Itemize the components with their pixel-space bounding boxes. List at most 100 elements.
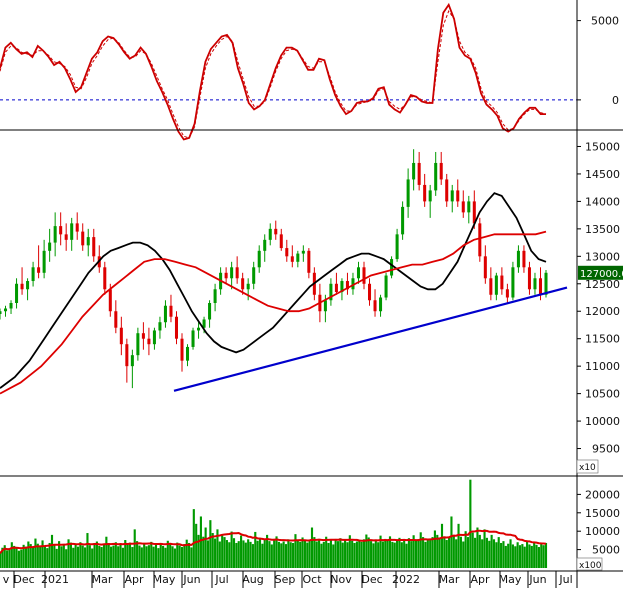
candle (384, 272, 388, 301)
volume-bar (117, 546, 120, 568)
candle-body (533, 278, 537, 290)
candle (395, 228, 399, 262)
candle-body (191, 330, 195, 347)
candle-body (423, 184, 427, 202)
volume-bar (247, 539, 250, 568)
volume-bar (518, 545, 522, 568)
candle (290, 245, 294, 268)
candle (103, 261, 107, 295)
candle-body (522, 250, 526, 268)
volume-bar (277, 541, 280, 568)
volume-bar (254, 531, 257, 568)
candle (494, 272, 498, 301)
candle (390, 256, 394, 279)
volume-bar (131, 547, 134, 568)
candle-body (64, 234, 68, 240)
volume-bar (206, 540, 210, 568)
x-tick-label-4: Apr (124, 573, 144, 586)
candle (230, 261, 234, 290)
x-tick-label-10: Oct (302, 573, 322, 586)
volume-bar (72, 547, 75, 568)
candle (42, 239, 46, 279)
candle (268, 223, 272, 246)
candle-body (103, 267, 107, 290)
candle (511, 261, 515, 301)
candle (263, 234, 267, 262)
volume-bar (445, 540, 448, 568)
candle (158, 316, 162, 339)
volume-bar (292, 542, 295, 568)
candle (301, 245, 305, 262)
candle-body (9, 303, 13, 309)
moving-average-long (0, 230, 547, 395)
volume-bar (289, 542, 292, 568)
volume-bar (6, 550, 9, 568)
candle (434, 151, 438, 196)
volume-bar (275, 536, 278, 568)
candle (401, 201, 405, 240)
volume-bar (95, 541, 98, 568)
x-tick-label-16: May (499, 573, 522, 586)
volume-bar (225, 540, 228, 568)
volume-bar (457, 523, 460, 568)
volume-bar (400, 542, 403, 568)
candle (141, 322, 145, 350)
volume-bar (533, 541, 536, 568)
volume-bar (216, 529, 219, 568)
candle-body (92, 237, 96, 257)
x-tick-label-18: Jul (558, 573, 572, 586)
volume-bar (315, 541, 318, 568)
price-tick-label-11: 9500 (592, 443, 620, 456)
candle-body (478, 223, 482, 257)
price-tick-label-8: 11000 (585, 360, 620, 373)
volume-bar (13, 545, 16, 568)
candle (367, 278, 372, 306)
volume-bar (263, 539, 266, 568)
volume-bar (176, 542, 179, 568)
volume-bar (22, 544, 25, 568)
volume-bar (348, 535, 351, 568)
candle-body (373, 300, 377, 312)
volume-bar (235, 542, 238, 568)
candle-body (323, 300, 327, 312)
candle (274, 220, 278, 240)
volume-bar (481, 539, 484, 568)
volume-bar (29, 544, 32, 568)
candle-body (274, 228, 278, 235)
candle-body (174, 316, 179, 339)
volume-bar (424, 541, 427, 568)
candle (428, 184, 432, 218)
candle-body (412, 162, 416, 180)
volume-bar (384, 538, 387, 568)
candle-body (224, 272, 228, 279)
candle-body (516, 250, 520, 268)
candle-body (285, 248, 289, 257)
candle (257, 245, 261, 273)
volume-bar (386, 540, 389, 568)
volume-bar (223, 537, 226, 568)
volume-bar (133, 529, 136, 568)
volume-bar (166, 540, 169, 568)
price-scale-note: x10 (579, 463, 596, 473)
volume-bar (511, 544, 514, 568)
volume-bar (105, 536, 108, 568)
volume-bar (1, 547, 4, 568)
volume-bar (48, 542, 51, 568)
volume-bar (53, 544, 56, 568)
volume-bar (91, 548, 94, 568)
candle-body (114, 311, 118, 328)
volume-bar (407, 538, 410, 568)
volume-bar (452, 534, 455, 568)
volume-bar (128, 542, 132, 568)
volume-bar (429, 540, 432, 568)
candle-body (356, 267, 361, 279)
volume-bar (358, 540, 361, 568)
candle (26, 278, 30, 301)
candle-body (15, 283, 19, 303)
candle (213, 283, 217, 312)
volume-bar (507, 543, 510, 568)
volume-bar (396, 539, 399, 568)
candle-body (307, 250, 311, 273)
volume-bar (466, 537, 470, 568)
candle-body (461, 201, 465, 213)
